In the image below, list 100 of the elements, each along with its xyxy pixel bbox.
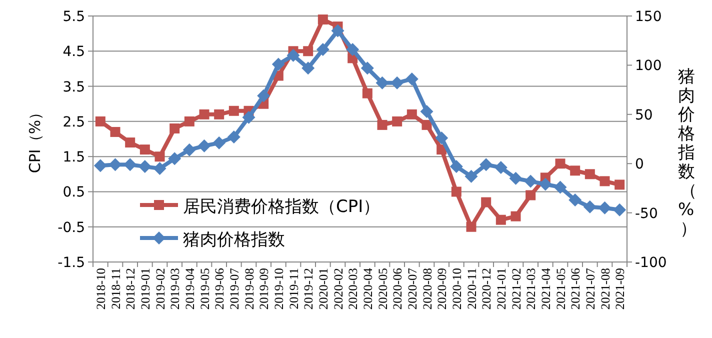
point: [182, 143, 196, 156]
x-tick-label: 2020-06: [390, 268, 405, 310]
point: [168, 152, 182, 166]
x-tick-label: 2019-07: [227, 268, 242, 310]
point: [390, 76, 404, 90]
y2-tick-label: 100: [635, 58, 662, 74]
x-tick-label: 2018-10: [94, 268, 108, 310]
point: [614, 180, 625, 190]
point: [303, 46, 314, 56]
x-tick-label: 2021-04: [538, 267, 553, 310]
point: [538, 178, 552, 191]
x-tick-label: 2019-02: [153, 268, 168, 310]
x-tick-label: 2020-08: [420, 268, 434, 310]
point: [466, 222, 476, 232]
y-tick-label: 3.5: [62, 79, 85, 96]
point: [214, 109, 224, 120]
x-tick-label: 2019-10: [272, 268, 286, 310]
y2-axis-title: 猪肉价格指数（%）: [677, 67, 697, 239]
point: [170, 123, 180, 134]
point: [568, 194, 582, 207]
x-tick-label: 2020-07: [405, 268, 420, 310]
y2-tick-label: 50: [635, 107, 653, 124]
point: [496, 214, 506, 225]
x-tick-label: 2019-06: [212, 268, 227, 310]
y-axis-title: CPI（%）: [26, 104, 44, 174]
point: [600, 176, 610, 186]
point: [422, 120, 432, 130]
x-tick-label: 2020-11: [464, 268, 479, 310]
x-tick-label: 2020-05: [376, 268, 390, 310]
y2-tick-label: 150: [635, 9, 662, 25]
point: [360, 62, 374, 75]
point: [464, 170, 478, 183]
point: [377, 120, 388, 130]
x-tick-label: 2019-04: [182, 267, 197, 310]
point: [509, 172, 522, 185]
point: [110, 126, 120, 137]
point: [346, 42, 360, 56]
point: [392, 116, 402, 126]
point: [138, 160, 152, 174]
point: [198, 139, 211, 152]
point: [362, 88, 372, 98]
point: [286, 48, 300, 62]
x-tick-label: 2020-03: [346, 268, 360, 310]
x-tick-label: 2021-02: [509, 268, 524, 310]
point: [272, 58, 285, 71]
x-tick-label: 2019-09: [257, 268, 272, 310]
point: [555, 158, 566, 169]
point: [584, 169, 595, 180]
point: [94, 159, 107, 172]
x-tick-label: 2020-12: [480, 268, 494, 310]
legend-label: 居民消费价格指数（CPI）: [183, 197, 380, 217]
point: [570, 166, 580, 176]
point: [598, 201, 612, 214]
x-tick-label: 2019-01: [138, 268, 152, 310]
y-tick-label: -1.5: [58, 255, 85, 271]
x-tick-label: 2020-04: [360, 267, 375, 310]
point: [124, 158, 137, 172]
point: [480, 158, 493, 172]
point: [376, 76, 389, 90]
point: [242, 110, 256, 124]
point: [318, 14, 328, 25]
point: [184, 116, 194, 126]
y2-tick-label: -50: [635, 206, 658, 222]
point: [524, 174, 538, 188]
point: [510, 211, 521, 222]
point: [435, 132, 448, 145]
x-tick-label: 2021-01: [494, 268, 508, 310]
point: [450, 160, 463, 174]
x-tick-label: 2021-07: [583, 268, 598, 310]
point: [331, 24, 344, 38]
point: [257, 89, 270, 102]
x-tick-label: 2021-03: [524, 268, 538, 310]
x-tick-label: 2018-12: [124, 268, 138, 310]
point: [613, 203, 626, 216]
x-tick-label: 2020-01: [316, 268, 330, 310]
point: [140, 144, 150, 155]
point: [526, 190, 536, 200]
x-tick-label: 2021-06: [568, 268, 583, 310]
point: [125, 138, 136, 148]
x-tick-label: 2019-05: [198, 268, 212, 310]
point: [405, 72, 418, 86]
point: [199, 109, 210, 120]
x-tick-label: 2020-10: [450, 268, 464, 310]
x-tick-label: 2018-11: [108, 268, 123, 310]
point: [316, 42, 330, 56]
x-tick-label: 2020-09: [435, 268, 450, 310]
x-tick-label: 2019-12: [302, 268, 316, 310]
y-tick-label: 0.5: [62, 184, 85, 201]
point: [95, 116, 106, 126]
y-tick-label: 5.5: [62, 9, 85, 25]
y2-tick-label: -100: [635, 255, 667, 271]
point: [302, 62, 315, 75]
y-tick-label: 4.5: [62, 44, 85, 60]
y-tick-label: -0.5: [58, 220, 85, 236]
x-tick-label: 2020-02: [331, 268, 346, 310]
point: [227, 130, 240, 144]
y-tick-label: 1.5: [62, 150, 85, 166]
point: [481, 197, 492, 208]
point: [154, 152, 165, 162]
point: [583, 200, 596, 214]
